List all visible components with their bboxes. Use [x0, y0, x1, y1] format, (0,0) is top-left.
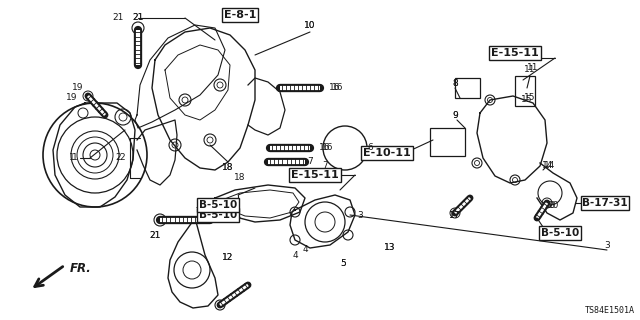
- Text: 18: 18: [222, 164, 234, 172]
- Text: 5: 5: [340, 259, 346, 268]
- Text: 21: 21: [149, 230, 161, 239]
- Text: 14: 14: [544, 162, 556, 171]
- Text: 4: 4: [302, 245, 308, 254]
- Text: 5: 5: [340, 259, 346, 268]
- Text: 2: 2: [119, 154, 125, 163]
- Text: 10: 10: [304, 20, 316, 29]
- Text: 12: 12: [222, 253, 234, 262]
- Text: 16: 16: [319, 143, 331, 153]
- Text: E-10-11: E-10-11: [363, 148, 411, 158]
- Text: 16: 16: [323, 143, 333, 153]
- Text: 15: 15: [524, 93, 536, 102]
- Text: 17: 17: [449, 212, 461, 220]
- Text: 19: 19: [72, 84, 84, 92]
- Text: 11: 11: [527, 63, 539, 73]
- Text: B-5-10: B-5-10: [199, 200, 237, 210]
- Text: 6: 6: [367, 143, 373, 153]
- Text: 13: 13: [384, 244, 396, 252]
- Text: 21: 21: [132, 13, 144, 22]
- Text: 21: 21: [112, 13, 124, 22]
- Text: 15: 15: [521, 95, 532, 105]
- Text: 16: 16: [329, 84, 340, 92]
- Text: 7: 7: [322, 161, 328, 170]
- Text: E-15-11: E-15-11: [491, 48, 539, 58]
- Text: B-17-31: B-17-31: [582, 198, 628, 208]
- Text: 4: 4: [292, 251, 298, 260]
- Text: 2: 2: [115, 154, 121, 163]
- Text: E-15-11: E-15-11: [291, 170, 339, 180]
- Text: 3: 3: [357, 211, 363, 220]
- Text: 8: 8: [452, 78, 458, 87]
- Text: FR.: FR.: [70, 261, 92, 275]
- Text: TS84E1501A: TS84E1501A: [585, 306, 635, 315]
- Text: 20: 20: [547, 202, 559, 211]
- Text: 19: 19: [67, 93, 77, 102]
- Text: 18: 18: [222, 164, 234, 172]
- Text: 10: 10: [304, 20, 316, 29]
- Text: 11: 11: [524, 66, 536, 75]
- Text: B-5-10: B-5-10: [541, 228, 579, 238]
- Text: 8: 8: [452, 78, 458, 87]
- Text: 14: 14: [542, 161, 554, 170]
- Text: 13: 13: [384, 244, 396, 252]
- Text: 21: 21: [149, 230, 161, 239]
- Text: 20: 20: [544, 201, 556, 210]
- Text: 7: 7: [307, 157, 313, 166]
- Text: 21: 21: [132, 13, 144, 22]
- Text: 12: 12: [222, 253, 234, 262]
- Text: E-8-1: E-8-1: [224, 10, 256, 20]
- Text: 3: 3: [604, 241, 610, 250]
- Text: 17: 17: [449, 211, 461, 220]
- Text: 9: 9: [452, 111, 458, 121]
- Text: 18: 18: [234, 173, 246, 182]
- Text: 1: 1: [72, 154, 78, 163]
- Text: B-5-10: B-5-10: [199, 210, 237, 220]
- Text: 9: 9: [452, 111, 458, 121]
- Text: 16: 16: [332, 84, 344, 92]
- Text: 1: 1: [69, 154, 75, 163]
- Text: B-5-10: B-5-10: [196, 207, 200, 209]
